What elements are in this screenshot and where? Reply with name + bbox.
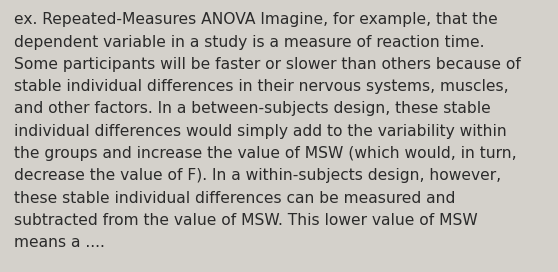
Text: these stable individual differences can be measured and: these stable individual differences can … (14, 191, 455, 206)
Text: stable individual differences in their nervous systems, muscles,: stable individual differences in their n… (14, 79, 508, 94)
Text: Some participants will be faster or slower than others because of: Some participants will be faster or slow… (14, 57, 521, 72)
Text: individual differences would simply add to the variability within: individual differences would simply add … (14, 124, 507, 139)
Text: means a ....: means a .... (14, 235, 105, 250)
Text: decrease the value of F). In a within-subjects design, however,: decrease the value of F). In a within-su… (14, 168, 501, 183)
Text: and other factors. In a between-subjects design, these stable: and other factors. In a between-subjects… (14, 101, 490, 116)
Text: the groups and increase the value of MSW (which would, in turn,: the groups and increase the value of MSW… (14, 146, 517, 161)
Text: ex. Repeated-Measures ANOVA Imagine, for example, that the: ex. Repeated-Measures ANOVA Imagine, for… (14, 12, 498, 27)
Text: subtracted from the value of MSW. This lower value of MSW: subtracted from the value of MSW. This l… (14, 213, 478, 228)
Text: dependent variable in a study is a measure of reaction time.: dependent variable in a study is a measu… (14, 35, 484, 50)
